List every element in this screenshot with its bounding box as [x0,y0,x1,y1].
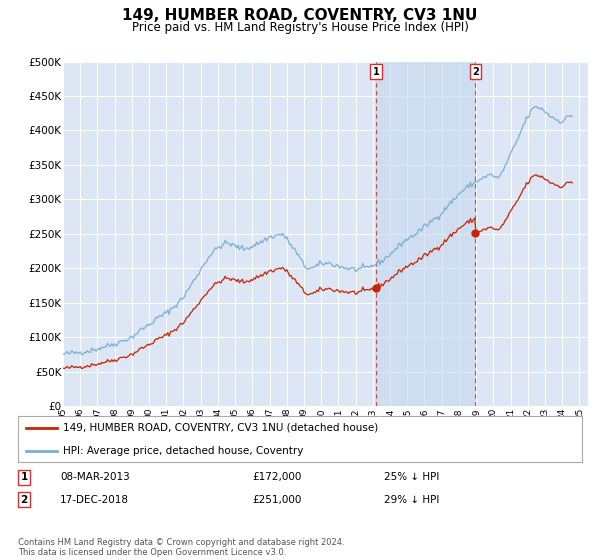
Text: 2: 2 [20,494,28,505]
Text: 08-MAR-2013: 08-MAR-2013 [60,472,130,482]
Bar [376,62,475,406]
Text: Price paid vs. HM Land Registry's House Price Index (HPI): Price paid vs. HM Land Registry's House … [131,21,469,34]
Text: Contains HM Land Registry data © Crown copyright and database right 2024.
This d: Contains HM Land Registry data © Crown c… [18,538,344,557]
Text: £251,000: £251,000 [252,494,301,505]
Text: 1: 1 [373,67,379,77]
Text: 149, HUMBER ROAD, COVENTRY, CV3 1NU (detached house): 149, HUMBER ROAD, COVENTRY, CV3 1NU (det… [63,423,379,432]
Text: £172,000: £172,000 [252,472,301,482]
Text: 25% ↓ HPI: 25% ↓ HPI [384,472,439,482]
Text: HPI: Average price, detached house, Coventry: HPI: Average price, detached house, Cove… [63,446,304,455]
Text: 17-DEC-2018: 17-DEC-2018 [60,494,129,505]
Text: 29% ↓ HPI: 29% ↓ HPI [384,494,439,505]
Text: 1: 1 [20,472,28,482]
Text: 149, HUMBER ROAD, COVENTRY, CV3 1NU: 149, HUMBER ROAD, COVENTRY, CV3 1NU [122,8,478,24]
Text: 2: 2 [472,67,479,77]
